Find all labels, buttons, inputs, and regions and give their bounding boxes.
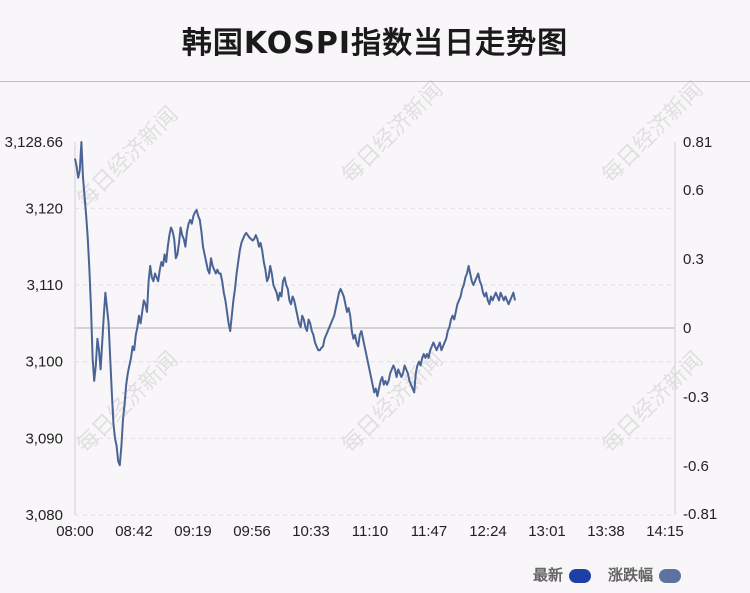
chart-title: 韩国KOSPI指数当日走势图 bbox=[181, 26, 569, 61]
x-tick-label: 08:42 bbox=[115, 523, 153, 540]
y-left-tick-label: 3,120 bbox=[25, 200, 63, 217]
y-right-tick-label: -0.6 bbox=[683, 458, 709, 475]
x-tick-label: 08:00 bbox=[56, 523, 94, 540]
legend-latest-label: 最新 bbox=[533, 566, 564, 584]
y-right-tick-label: 0.81 bbox=[683, 134, 712, 151]
x-tick-label: 10:33 bbox=[292, 523, 330, 540]
legend-change-swatch bbox=[659, 568, 682, 583]
y-left-tick-label: 3,090 bbox=[25, 430, 63, 447]
y-left-tick-label: 3,100 bbox=[25, 354, 63, 371]
x-tick-label: 11:47 bbox=[411, 523, 447, 540]
x-tick-label: 11:10 bbox=[352, 523, 388, 540]
x-tick-label: 14:15 bbox=[646, 523, 684, 540]
x-tick-label: 09:56 bbox=[233, 523, 271, 540]
y-right-tick-label: 0 bbox=[683, 320, 691, 337]
y-right-tick-label: 0.3 bbox=[683, 251, 704, 268]
title-divider bbox=[0, 81, 750, 82]
legend-latest: 最新 bbox=[533, 564, 592, 585]
y-right-tick-label: -0.81 bbox=[683, 506, 717, 523]
x-tick-label: 09:19 bbox=[174, 523, 212, 540]
x-tick-label: 13:38 bbox=[587, 523, 625, 540]
legend-change: 涨跌幅 bbox=[608, 564, 682, 585]
y-right-tick-label: 0.6 bbox=[683, 182, 704, 199]
y-left-tick-label: 3,110 bbox=[27, 277, 63, 294]
y-right-tick-label: -0.3 bbox=[683, 389, 709, 406]
kospi-series-line bbox=[74, 141, 516, 467]
x-tick-label: 12:24 bbox=[469, 523, 507, 540]
legend-latest-swatch bbox=[569, 568, 592, 583]
y-left-tick-label: 3,080 bbox=[25, 507, 63, 524]
y-left-tick-label: 3,128.66 bbox=[5, 134, 63, 151]
legend-change-label: 涨跌幅 bbox=[608, 566, 654, 584]
x-tick-label: 13:01 bbox=[528, 523, 566, 540]
